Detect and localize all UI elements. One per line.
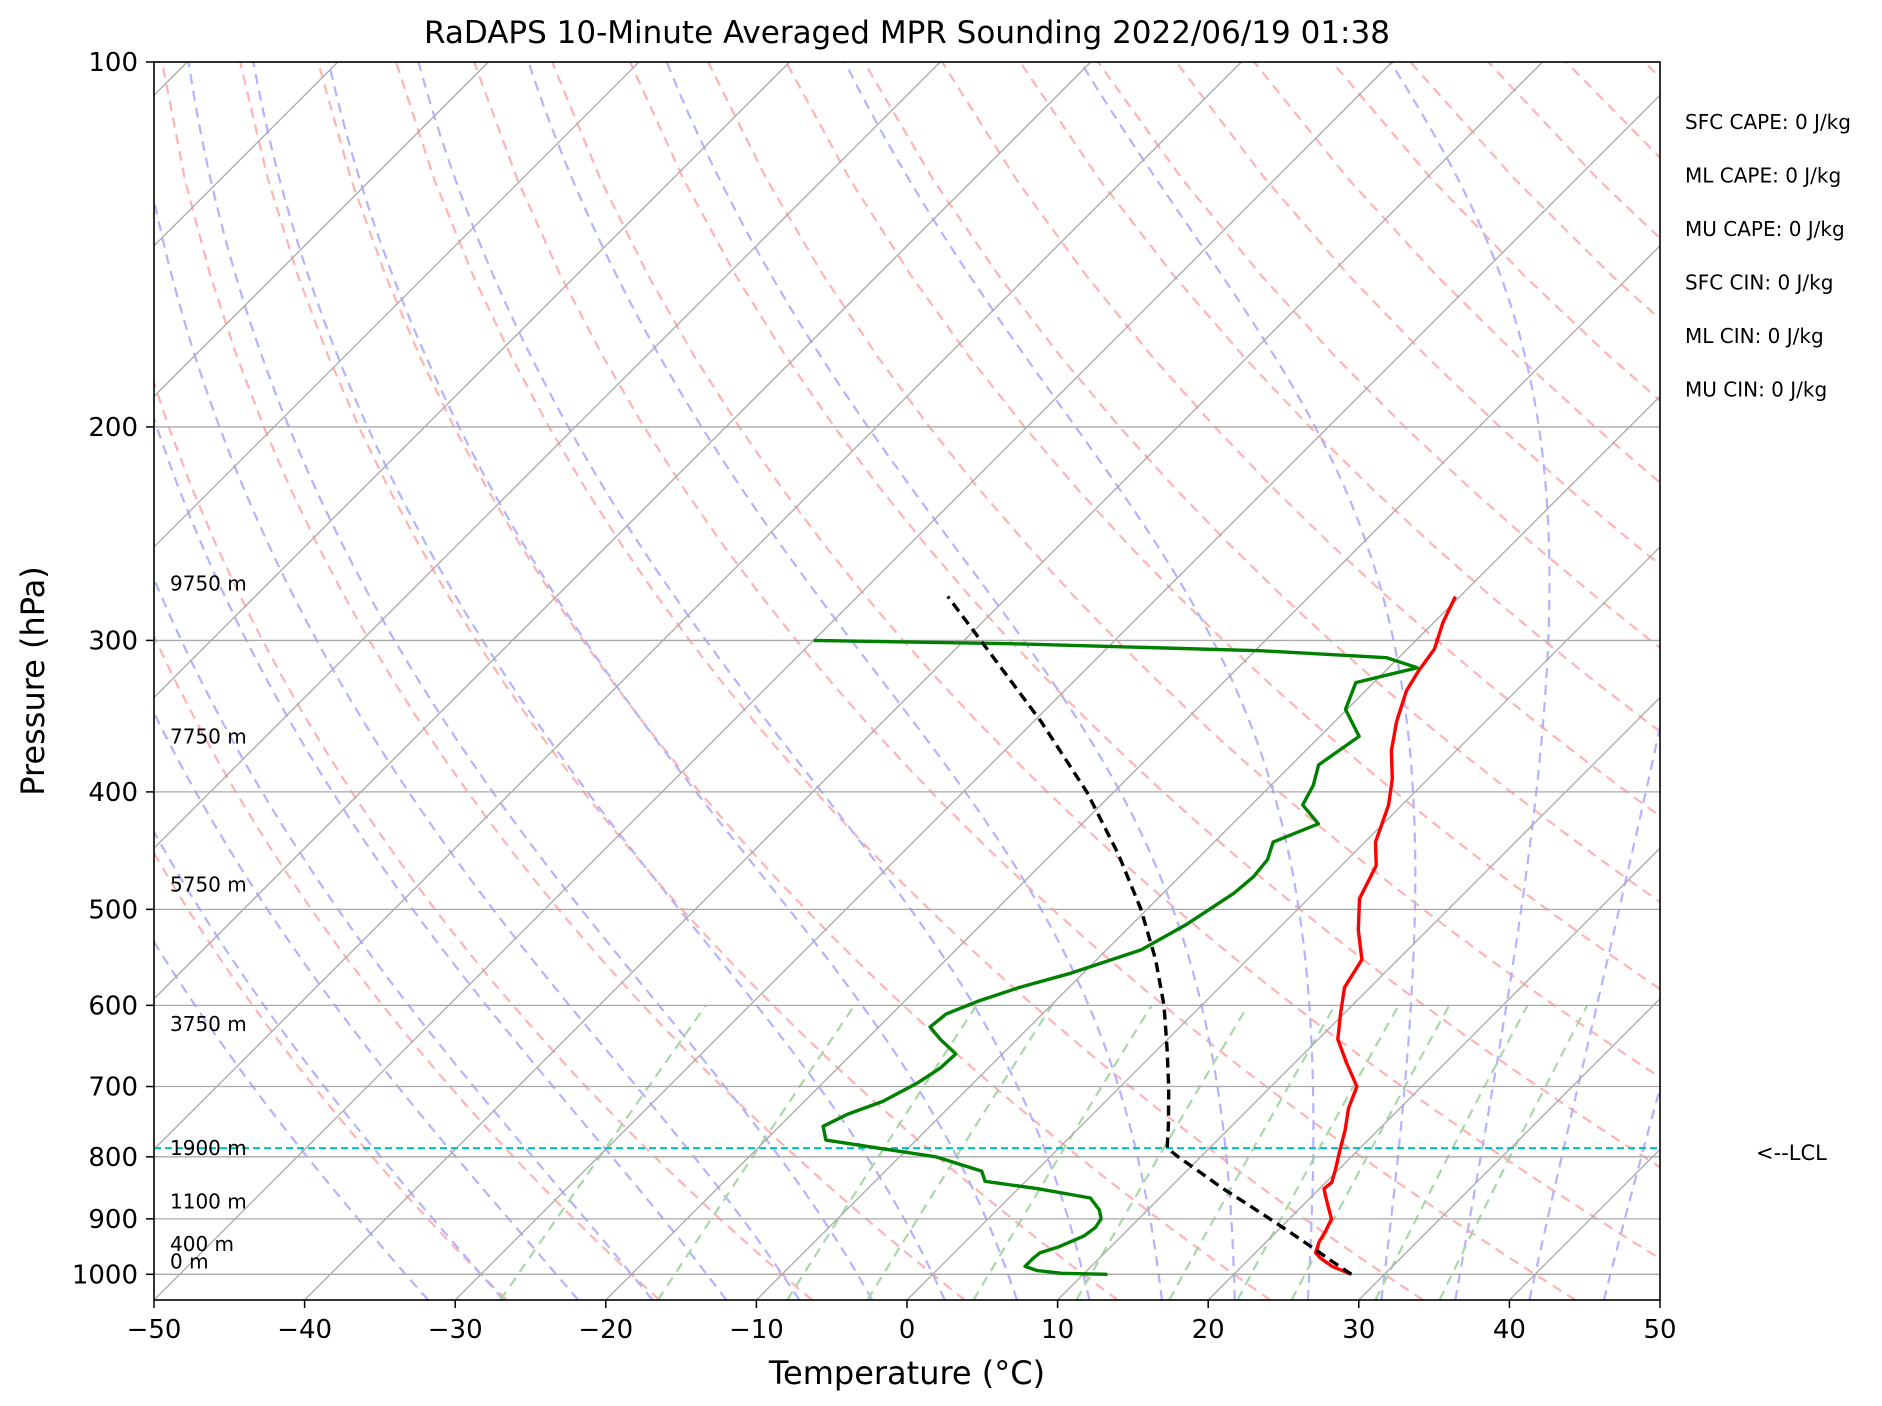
x-axis-label: Temperature (°C) bbox=[768, 1354, 1045, 1392]
height-label: 400 m bbox=[170, 1232, 234, 1256]
dewpoint-line bbox=[813, 638, 1419, 1276]
index-text: ML CIN: 0 J/kg bbox=[1685, 324, 1824, 348]
moist-adiabat bbox=[187, 62, 874, 1300]
dry-adiabat bbox=[239, 62, 1119, 1300]
isotherm bbox=[154, 62, 791, 699]
dry-adiabat bbox=[154, 633, 661, 1300]
dry-adiabat bbox=[785, 62, 1660, 991]
index-text: SFC CIN: 0 J/kg bbox=[1685, 271, 1833, 295]
x-tick-label: 0 bbox=[899, 1315, 916, 1345]
dry-adiabat bbox=[1097, 62, 1660, 650]
y-tick-label: 500 bbox=[88, 895, 138, 925]
temperature-line bbox=[1313, 595, 1457, 1276]
dry-adiabat bbox=[629, 62, 1660, 1169]
lcl-label: <--LCL bbox=[1756, 1141, 1827, 1165]
isotherm bbox=[1358, 997, 1660, 1300]
mixing-ratio-line bbox=[499, 1004, 707, 1300]
moist-adiabat bbox=[154, 194, 801, 1300]
height-label: 9750 m bbox=[170, 572, 247, 596]
y-tick-label: 600 bbox=[88, 991, 138, 1021]
moist-adiabat bbox=[843, 62, 1315, 1300]
y-tick-label: 300 bbox=[88, 626, 138, 656]
moist-adiabat bbox=[1528, 721, 1660, 1300]
moist-adiabat bbox=[417, 62, 1091, 1300]
height-label: 1900 m bbox=[170, 1136, 247, 1160]
x-tick-label: −20 bbox=[578, 1315, 633, 1345]
dry-adiabat bbox=[154, 379, 813, 1300]
mixing-ratio-line bbox=[1236, 1004, 1400, 1300]
mixing-ratio-line bbox=[1438, 1004, 1589, 1300]
x-tick-label: 20 bbox=[1192, 1315, 1225, 1345]
mixing-ratio-line bbox=[656, 1004, 856, 1300]
height-label: 7750 m bbox=[170, 724, 247, 748]
x-tick-label: 30 bbox=[1342, 1315, 1375, 1345]
index-text: MU CAPE: 0 J/kg bbox=[1685, 217, 1845, 241]
dry-adiabat bbox=[473, 62, 1577, 1300]
dry-adiabat bbox=[154, 850, 508, 1300]
mixing-ratio-line bbox=[1374, 1004, 1529, 1300]
mixing-ratio-line bbox=[786, 1004, 978, 1300]
mixing-ratio-line bbox=[1168, 1004, 1336, 1300]
y-tick-label: 1000 bbox=[72, 1260, 138, 1290]
index-text: ML CAPE: 0 J/kg bbox=[1685, 164, 1841, 188]
dry-adiabat bbox=[551, 62, 1660, 1260]
x-tick-label: 40 bbox=[1493, 1315, 1526, 1345]
isotherm bbox=[154, 62, 1242, 1151]
dry-adiabat bbox=[707, 62, 1660, 1079]
mixing-ratio-line bbox=[866, 1004, 1053, 1300]
x-tick-label: −40 bbox=[277, 1315, 332, 1345]
index-text: MU CIN: 0 J/kg bbox=[1685, 378, 1827, 402]
moist-adiabat bbox=[252, 62, 946, 1300]
x-tick-label: 50 bbox=[1643, 1315, 1676, 1345]
moist-adiabat bbox=[154, 710, 580, 1300]
y-tick-label: 900 bbox=[88, 1205, 138, 1235]
mixing-ratio-line bbox=[1290, 1004, 1451, 1300]
isotherm bbox=[154, 62, 1092, 1000]
height-label: 0 m bbox=[170, 1249, 209, 1273]
x-tick-label: 10 bbox=[1041, 1315, 1074, 1345]
moist-adiabat bbox=[1389, 62, 1551, 1300]
x-tick-label: −10 bbox=[729, 1315, 784, 1345]
isotherm bbox=[906, 546, 1660, 1300]
y-axis-label: Pressure (hPa) bbox=[14, 566, 52, 796]
isotherm bbox=[154, 62, 489, 398]
y-tick-label: 200 bbox=[88, 413, 138, 443]
x-tick-label: −50 bbox=[127, 1315, 182, 1345]
x-tick-label: −30 bbox=[428, 1315, 483, 1345]
height-label: 3750 m bbox=[170, 1012, 247, 1036]
annotation-labels: <--LCL 9750 m 7750 m 5750 m 3750 m 1900 m 1100… bbox=[170, 110, 1851, 1273]
y-tick-label: 100 bbox=[88, 48, 138, 78]
moist-adiabat bbox=[154, 576, 654, 1300]
isotherm bbox=[304, 62, 1544, 1300]
background-lines bbox=[154, 62, 1660, 1300]
isotherm bbox=[755, 395, 1660, 1300]
isotherm bbox=[154, 62, 640, 548]
dry-adiabat bbox=[395, 62, 1424, 1300]
y-tick-label: 400 bbox=[88, 778, 138, 808]
moist-adiabat bbox=[527, 62, 1163, 1300]
moist-adiabat bbox=[665, 62, 1236, 1300]
profile-lines bbox=[154, 595, 1660, 1276]
isotherm bbox=[1207, 847, 1660, 1300]
isotherm bbox=[1057, 696, 1660, 1300]
index-text: SFC CAPE: 0 J/kg bbox=[1685, 110, 1851, 134]
dry-adiabat bbox=[941, 62, 1660, 818]
y-tick-label: 800 bbox=[88, 1143, 138, 1173]
isotherm bbox=[605, 244, 1660, 1300]
chart-title: RaDAPS 10-Minute Averaged MPR Sounding 2… bbox=[424, 15, 1390, 51]
height-label: 5750 m bbox=[170, 873, 247, 897]
moist-adiabat bbox=[1079, 62, 1417, 1300]
height-label: 1100 m bbox=[170, 1190, 247, 1214]
moist-adiabat bbox=[1602, 1084, 1660, 1300]
isotherm bbox=[154, 62, 1393, 1300]
y-tick-label: 700 bbox=[88, 1073, 138, 1103]
parcel-path-line bbox=[946, 595, 1353, 1276]
isotherm bbox=[454, 94, 1660, 1300]
moist-adiabat bbox=[154, 415, 728, 1300]
isotherm bbox=[154, 62, 941, 850]
moist-adiabat bbox=[327, 62, 1019, 1300]
